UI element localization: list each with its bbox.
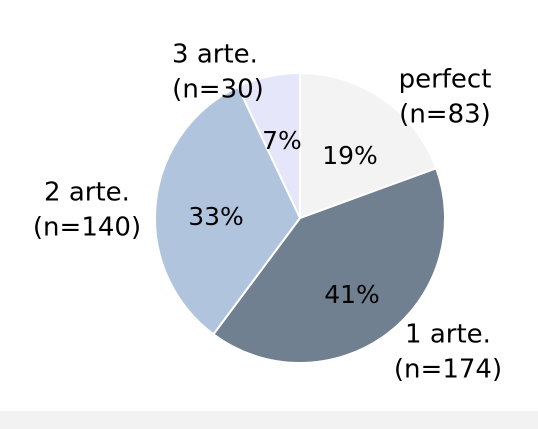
- category-label: 1 arte.: [405, 320, 491, 350]
- category-label: 2 arte.: [44, 178, 130, 208]
- count-label: (n=83): [399, 100, 491, 130]
- percent-label: 7%: [262, 126, 302, 155]
- percent-label: 33%: [188, 202, 244, 231]
- pie-slice-2-arte-: [154, 85, 302, 336]
- percent-label: 19%: [322, 141, 378, 170]
- category-label: 3 arte.: [172, 40, 258, 70]
- bottom-band: [0, 411, 538, 429]
- count-label: (n=30): [172, 75, 264, 105]
- pie-slice-perfect: [299, 71, 438, 220]
- count-label: (n=174): [394, 355, 502, 385]
- percent-label: 41%: [324, 280, 380, 309]
- pie-slice-1-arte-: [211, 167, 447, 364]
- category-label: perfect: [399, 65, 492, 95]
- pie-slice-3-arte-: [236, 71, 301, 219]
- count-label: (n=140): [33, 213, 141, 243]
